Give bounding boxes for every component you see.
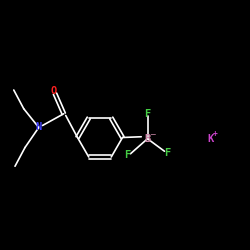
Text: F: F [144, 109, 150, 119]
Text: K: K [207, 134, 213, 144]
Text: +: + [213, 129, 218, 138]
Text: N: N [36, 122, 42, 132]
Text: O: O [50, 86, 57, 96]
Text: B: B [144, 134, 150, 144]
Text: F: F [124, 150, 130, 160]
Text: ─: ─ [150, 129, 156, 138]
Text: F: F [164, 148, 170, 158]
